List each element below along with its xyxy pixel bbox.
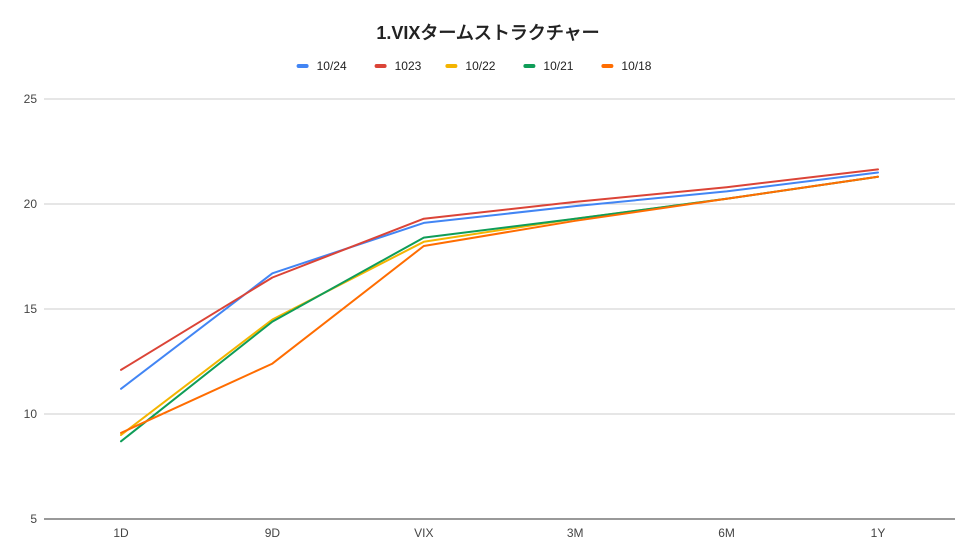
y-tick-label: 10 [24, 407, 38, 421]
legend-label: 10/21 [543, 59, 573, 73]
legend-item[interactable]: 10/24 [296, 59, 347, 73]
legend-label: 10/22 [465, 59, 495, 73]
legend-swatch [523, 64, 536, 68]
legend-item[interactable]: 1023 [374, 59, 422, 73]
legend-item[interactable]: 10/18 [601, 59, 652, 73]
legend-item[interactable]: 10/21 [523, 59, 574, 73]
x-tick-label: 1Y [871, 526, 886, 540]
legend: 10/24 1023 10/22 10/21 10/18 [296, 59, 652, 73]
legend-label: 10/24 [317, 59, 347, 73]
series-lines [120, 168, 879, 443]
y-tick-label: 20 [24, 197, 38, 211]
legend-label: 1023 [395, 59, 422, 73]
x-tick-label: 6M [718, 526, 735, 540]
legend-swatch [374, 64, 387, 68]
legend-item[interactable]: 10/22 [445, 59, 496, 73]
x-tick-label: VIX [414, 526, 433, 540]
y-tick-label: 15 [24, 302, 38, 316]
y-axis-tick-labels: 5 10 15 20 25 [24, 92, 38, 526]
legend-swatch [445, 64, 458, 68]
x-tick-label: 1D [113, 526, 129, 540]
x-tick-label: 9D [265, 526, 281, 540]
gridlines [44, 98, 955, 520]
series-line-10-24 [120, 171, 879, 390]
legend-swatch [601, 64, 614, 68]
y-tick-label: 25 [24, 92, 38, 106]
x-tick-label: 3M [567, 526, 584, 540]
legend-label: 10/18 [621, 59, 651, 73]
series-line-10-18 [120, 175, 879, 434]
chart-title: 1.VIXタームストラクチャー [376, 23, 599, 43]
series-line-1023 [120, 168, 879, 371]
x-axis-tick-labels: 1D 9D VIX 3M 6M 1Y [113, 526, 885, 540]
y-tick-label: 5 [30, 512, 37, 526]
legend-swatch [296, 64, 309, 68]
